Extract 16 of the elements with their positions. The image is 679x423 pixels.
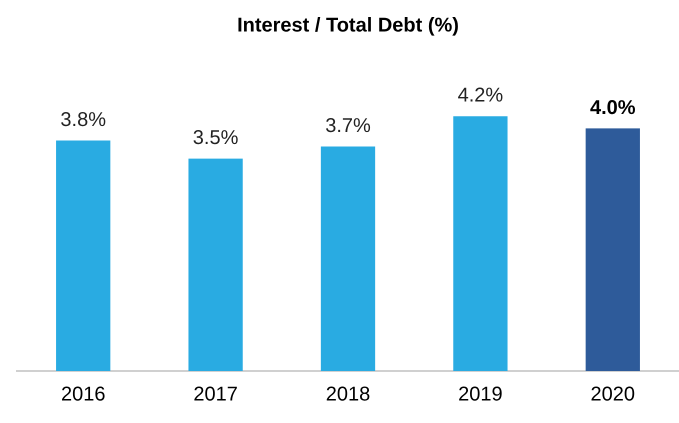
data-label: 4.2%	[458, 84, 504, 107]
x-tick-label: 2018	[326, 384, 370, 406]
chart-title: Interest / Total Debt (%)	[237, 14, 459, 37]
x-tick-label: 2016	[60, 384, 106, 406]
bar	[320, 146, 376, 371]
x-tick-label: 2019	[458, 384, 503, 406]
x-tick-label: 2017	[193, 384, 238, 406]
bar	[453, 116, 508, 371]
bar	[56, 140, 110, 371]
data-label: 3.7%	[325, 115, 372, 138]
x-tick-label: 2020	[590, 384, 636, 406]
data-label: 3.5%	[192, 127, 239, 150]
bar	[188, 158, 243, 371]
data-label: 4.0%	[590, 96, 636, 119]
data-label: 3.8%	[60, 108, 106, 131]
bar	[586, 128, 640, 371]
